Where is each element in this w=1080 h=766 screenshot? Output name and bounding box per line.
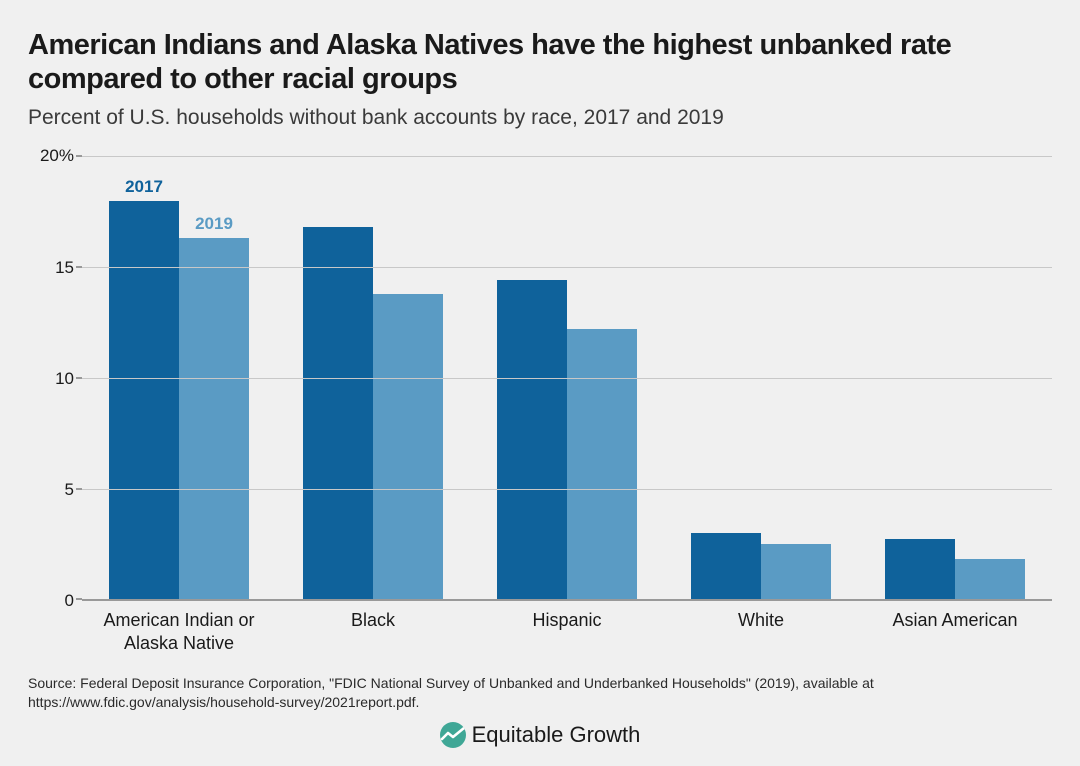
x-axis-labels: American Indian or Alaska NativeBlackHis… (82, 609, 1052, 654)
chart-title: American Indians and Alaska Natives have… (28, 28, 1052, 96)
y-tick-label: 15 (55, 258, 74, 278)
series-label: 2017 (125, 177, 163, 197)
chart-subtitle: Percent of U.S. households without bank … (28, 106, 1052, 130)
y-tick-label: 10 (55, 369, 74, 389)
series-label: 2019 (195, 214, 233, 234)
gridline (82, 267, 1052, 268)
gridline (82, 378, 1052, 379)
y-tick-mark (76, 266, 82, 268)
x-axis-label: Hispanic (470, 609, 664, 654)
y-axis: 05101520% (28, 156, 82, 601)
y-tick-mark (76, 598, 82, 600)
chart-container: American Indians and Alaska Natives have… (0, 0, 1080, 766)
brand-name: Equitable Growth (472, 722, 641, 748)
plot-area: 20172019 (82, 156, 1052, 601)
bar: 2019 (179, 238, 249, 599)
x-axis-label: American Indian or Alaska Native (82, 609, 276, 654)
y-tick-mark (76, 488, 82, 490)
bar: 2017 (109, 201, 179, 600)
bar (885, 539, 955, 599)
logo-glyph (440, 722, 466, 748)
source-citation: Source: Federal Deposit Insurance Corpor… (28, 674, 1052, 712)
bar (691, 533, 761, 599)
chart-area: 05101520% 20172019 (28, 156, 1052, 601)
brand-logo-icon (440, 722, 466, 748)
y-tick-mark (76, 155, 82, 157)
bar (303, 227, 373, 599)
bar (761, 544, 831, 599)
x-axis-label: Black (276, 609, 470, 654)
y-tick-label: 0 (65, 591, 74, 611)
bar (567, 329, 637, 599)
y-tick-label: 20% (40, 146, 74, 166)
bar (373, 294, 443, 600)
gridline (82, 156, 1052, 157)
y-tick-mark (76, 377, 82, 379)
bar (955, 559, 1025, 599)
x-axis-label: Asian American (858, 609, 1052, 654)
y-tick-label: 5 (65, 480, 74, 500)
gridline (82, 489, 1052, 490)
bar (497, 280, 567, 599)
footer-logo: Equitable Growth (28, 722, 1052, 748)
x-axis-label: White (664, 609, 858, 654)
